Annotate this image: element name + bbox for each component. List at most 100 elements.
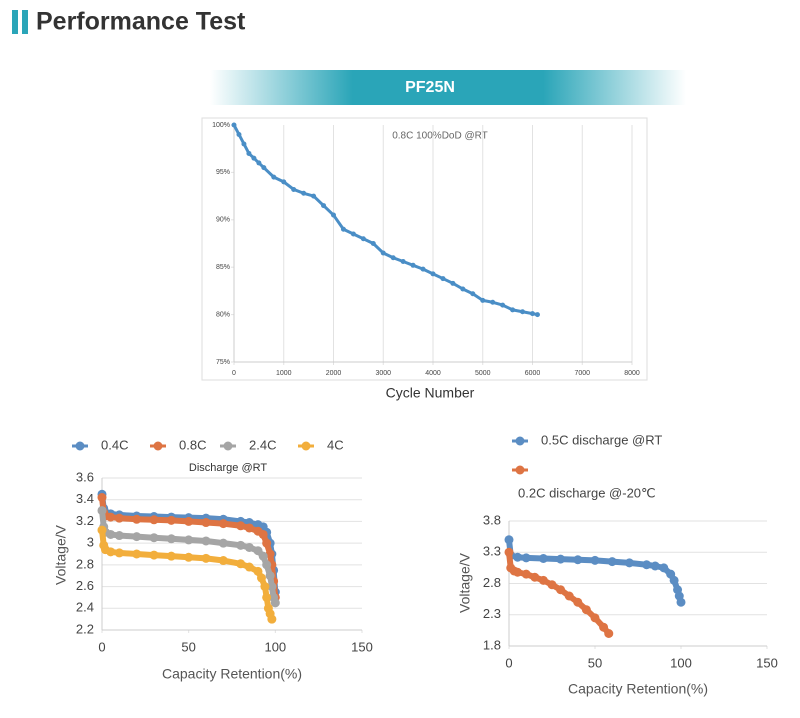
data-point: [132, 514, 142, 524]
legend-marker: [153, 441, 163, 451]
data-point: [380, 250, 386, 256]
data-point: [132, 549, 142, 559]
legend-marker: [515, 465, 525, 475]
data-point: [480, 297, 486, 303]
data-point: [244, 542, 254, 552]
legend-label: 0.2C discharge @-20℃: [518, 485, 656, 500]
data-point: [201, 518, 211, 528]
data-point: [521, 553, 531, 563]
data-point: [236, 559, 246, 569]
data-point: [114, 531, 124, 541]
data-point: [430, 271, 436, 277]
x-tick-label: 1000: [276, 370, 292, 377]
chart-title: PF25N: [405, 79, 455, 96]
data-point: [599, 622, 609, 632]
x-tick-label: 0: [505, 655, 512, 670]
data-point: [262, 592, 272, 602]
data-point: [321, 203, 327, 209]
y-tick-label: 1.8: [483, 637, 501, 652]
x-tick-label: 8000: [624, 370, 640, 377]
y-tick-label: 75%: [216, 359, 230, 366]
data-point: [500, 302, 506, 308]
subtitle: Discharge @RT: [189, 462, 267, 474]
data-point: [271, 174, 277, 180]
data-point: [547, 580, 557, 590]
data-point: [236, 521, 246, 531]
x-tick-label: 0: [232, 370, 236, 377]
header-title: Performance Test: [36, 8, 246, 36]
data-point: [556, 585, 566, 595]
header-icon: [12, 10, 18, 34]
data-point: [265, 549, 275, 559]
data-point: [281, 179, 287, 185]
data-point: [258, 551, 268, 561]
x-tick-label: 100: [264, 639, 286, 654]
data-point: [510, 307, 516, 313]
x-tick-label: 5000: [475, 370, 491, 377]
data-point: [201, 553, 211, 563]
data-point: [400, 259, 406, 265]
y-tick-label: 3.2: [76, 513, 94, 528]
data-point: [241, 141, 247, 147]
y-tick-label: 95%: [216, 169, 230, 176]
x-tick-label: 6000: [525, 370, 541, 377]
data-point: [231, 122, 237, 128]
data-point: [265, 571, 275, 581]
x-tick-label: 2000: [326, 370, 342, 377]
data-point: [166, 551, 176, 561]
legend-marker: [515, 436, 525, 446]
data-point: [218, 538, 228, 548]
x-axis-label: Cycle Number: [386, 385, 475, 401]
legend-marker: [223, 441, 233, 451]
annotation: 0.8C 100%DoD @RT: [392, 131, 488, 142]
legend-marker: [75, 441, 85, 451]
data-point: [184, 552, 194, 562]
data-point: [504, 535, 514, 545]
data-point: [262, 560, 272, 570]
data-point: [521, 569, 531, 579]
data-point: [669, 575, 679, 585]
series-line: [506, 536, 684, 606]
data-point: [360, 236, 366, 242]
data-point: [97, 525, 107, 535]
data-point: [166, 515, 176, 525]
y-tick-label: 2.4: [76, 600, 94, 615]
data-point: [470, 291, 476, 297]
data-point: [244, 523, 254, 533]
data-point: [420, 266, 426, 272]
y-tick-label: 90%: [216, 217, 230, 224]
data-point: [650, 561, 660, 571]
y-axis-label: Voltage/V: [53, 524, 69, 585]
data-point: [538, 575, 548, 585]
data-point: [184, 516, 194, 526]
data-point: [184, 535, 194, 545]
data-point: [410, 262, 416, 268]
data-point: [538, 554, 548, 563]
data-point: [534, 312, 540, 318]
data-point: [267, 614, 277, 624]
legend-marker: [301, 441, 311, 451]
legend-label: 2.4C: [249, 437, 276, 452]
data-point: [311, 193, 317, 199]
data-point: [106, 529, 116, 539]
x-tick-label: 100: [670, 655, 692, 670]
data-point: [301, 190, 307, 196]
data-point: [236, 540, 246, 550]
data-point: [149, 515, 159, 525]
data-point: [604, 629, 614, 638]
series-line: [232, 123, 539, 317]
data-point: [251, 155, 257, 161]
data-point: [236, 131, 242, 137]
data-point: [659, 563, 669, 573]
y-axis-label: Voltage/V: [457, 552, 473, 613]
data-point: [114, 548, 124, 558]
data-point: [520, 309, 526, 315]
data-point: [624, 558, 634, 568]
y-tick-label: 2.8: [483, 575, 501, 590]
x-tick-label: 150: [756, 655, 778, 670]
data-point: [564, 591, 574, 601]
y-tick-label: 2.8: [76, 556, 94, 571]
legend-label: 0.5C discharge @RT: [541, 432, 662, 447]
legend-label: 0.4C: [101, 437, 128, 452]
